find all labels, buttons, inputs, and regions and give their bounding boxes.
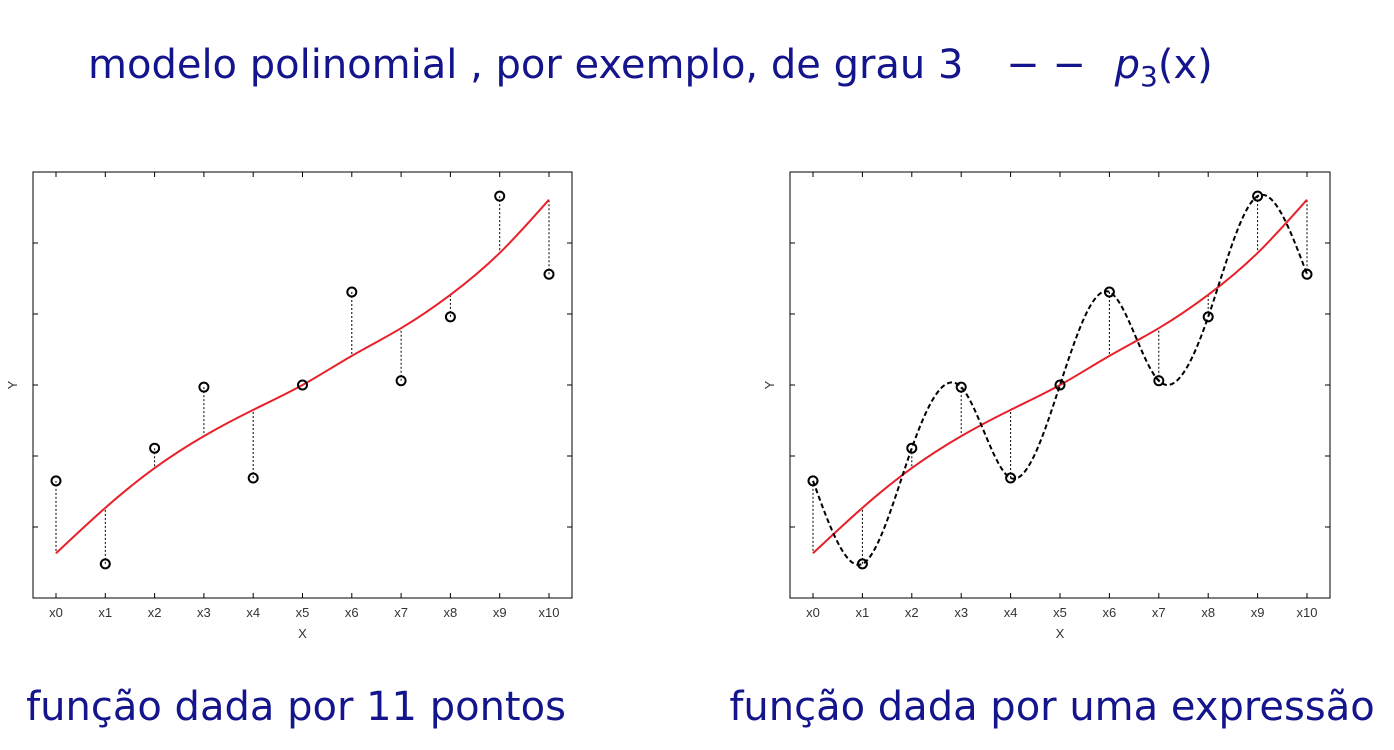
x-tick-label: x1 (856, 605, 870, 620)
x-tick-label: x1 (98, 605, 112, 620)
x-tick-label: x7 (394, 605, 408, 620)
data-point (1153, 375, 1165, 387)
x-tick-label: x7 (1152, 605, 1166, 620)
data-point (1252, 190, 1264, 202)
x-tick-label: x4 (246, 605, 260, 620)
data-point (149, 442, 161, 454)
x-tick-label: x0 (49, 605, 63, 620)
data-point (1054, 379, 1066, 391)
data-point (543, 268, 555, 280)
data-point (856, 558, 868, 570)
x-axis-label: X (1056, 626, 1065, 641)
y-axis-label: Y (762, 380, 777, 389)
x-tick-label: x4 (1004, 605, 1018, 620)
data-point (1202, 311, 1214, 323)
data-point (297, 379, 308, 391)
x-tick-label: x2 (148, 605, 162, 620)
x-tick-label: x6 (1103, 605, 1117, 620)
x-axis-label: X (298, 626, 307, 641)
x-tick-label: x3 (954, 605, 968, 620)
data-point (99, 558, 111, 570)
fitted-curve (812, 199, 1308, 554)
x-tick-label: x5 (1053, 605, 1067, 620)
data-point (807, 475, 819, 487)
fitted-curve (55, 199, 550, 554)
data-point (1103, 286, 1115, 298)
data-point (198, 381, 210, 393)
data-point (444, 311, 456, 323)
x-tick-label: x10 (539, 605, 560, 620)
data-point (346, 286, 358, 298)
data-point (955, 381, 967, 393)
data-point (1005, 472, 1017, 484)
x-tick-label: x8 (1201, 605, 1215, 620)
x-tick-label: x9 (493, 605, 507, 620)
slide-title: modelo polinomial , por exemplo, de grau… (88, 42, 1213, 93)
x-tick-label: x3 (197, 605, 211, 620)
data-point (494, 190, 506, 202)
x-tick-label: x0 (806, 605, 820, 620)
data-point (50, 475, 62, 487)
x-tick-label: x9 (1251, 605, 1265, 620)
data-point (247, 472, 259, 484)
y-axis-label: Y (5, 380, 20, 389)
data-point (906, 442, 918, 454)
data-point (395, 375, 407, 387)
data-point (1301, 268, 1313, 280)
x-tick-label: x10 (1297, 605, 1318, 620)
x-tick-label: x8 (444, 605, 458, 620)
x-tick-label: x2 (905, 605, 919, 620)
caption: função dada por 11 pontos (26, 684, 566, 730)
interpolating-curve (812, 193, 1308, 566)
x-tick-label: x6 (345, 605, 359, 620)
caption: função dada por uma expressão (729, 684, 1374, 730)
x-tick-label: x5 (296, 605, 310, 620)
